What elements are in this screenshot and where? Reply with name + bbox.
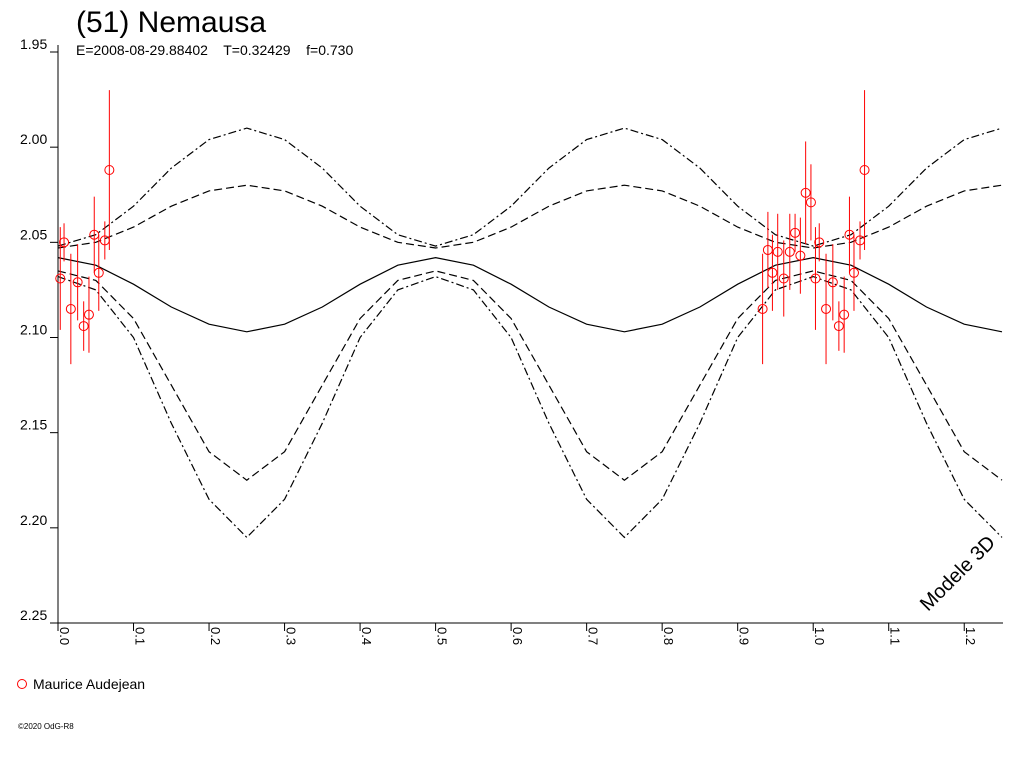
- data-point: [59, 237, 70, 248]
- data-point: [795, 250, 806, 261]
- data-point: [778, 273, 789, 284]
- data-point: [83, 309, 94, 320]
- annotation: Modele 3D: [916, 532, 1000, 616]
- data-point: [65, 303, 76, 314]
- y-tick-label: 2.05: [20, 226, 47, 242]
- data-point: [839, 309, 850, 320]
- x-tick-label: 0.7: [586, 627, 601, 645]
- x-tick-label: 0.6: [510, 627, 525, 645]
- data-point: [800, 187, 811, 198]
- data-point: [78, 321, 89, 332]
- model-curve: [57, 275, 1003, 539]
- data-point: [772, 246, 783, 257]
- x-tick-label: 0.1: [133, 627, 148, 645]
- model-curve: [57, 256, 1003, 333]
- y-tick-label: 2.25: [20, 607, 47, 623]
- data-point: [93, 267, 104, 278]
- x-tick-label: 1.2: [963, 627, 978, 645]
- x-tick-label: 0.5: [435, 627, 450, 645]
- data-point: [848, 267, 859, 278]
- x-tick-label: 0.3: [284, 627, 299, 645]
- y-tick-label: 1.95: [20, 36, 47, 52]
- x-tick-label: 1.0: [812, 627, 827, 645]
- data-point: [833, 321, 844, 332]
- chart-title: (51) Nemausa: [76, 6, 266, 39]
- data-point: [757, 303, 768, 314]
- data-point: [55, 273, 66, 284]
- x-tick-label: 0.2: [208, 627, 223, 645]
- legend-label: Maurice Audejean: [33, 676, 145, 692]
- data-point: [810, 273, 821, 284]
- data-point: [790, 227, 801, 238]
- x-tick-label: 0.4: [359, 627, 374, 645]
- y-tick-label: 2.10: [20, 322, 47, 338]
- data-point: [72, 277, 83, 288]
- x-tick-label: 1.1: [888, 627, 903, 645]
- model-curve: [57, 127, 1003, 247]
- data-point: [805, 197, 816, 208]
- y-tick-label: 2.15: [20, 417, 47, 433]
- data-point: [821, 303, 832, 314]
- x-tick-label: 0.9: [737, 627, 752, 645]
- x-tick-label: 0.0: [57, 627, 72, 645]
- y-tick-label: 2.20: [20, 512, 47, 528]
- data-point: [784, 246, 795, 257]
- data-point: [104, 165, 115, 176]
- data-point: [859, 165, 870, 176]
- model-curve: [57, 184, 1003, 249]
- data-point: [827, 277, 838, 288]
- y-tick-label: 2.00: [20, 131, 47, 147]
- x-tick-label: 0.8: [661, 627, 676, 645]
- chart-subtitle: E=2008-08-29.88402 T=0.32429 f=0.730: [76, 42, 353, 58]
- data-point: [767, 267, 778, 278]
- legend-marker: [17, 679, 27, 689]
- model-curve: [57, 270, 1003, 481]
- footer: ©2020 OdG-R8: [18, 722, 74, 731]
- data-point: [814, 237, 825, 248]
